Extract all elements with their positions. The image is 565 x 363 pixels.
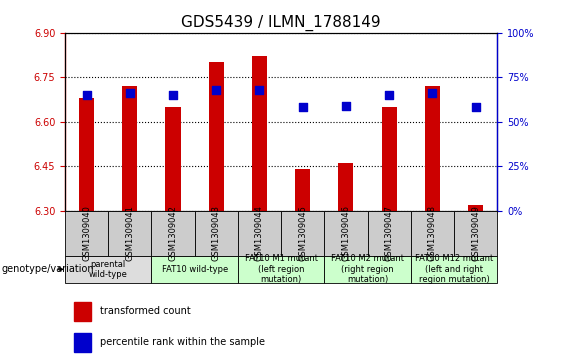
Point	[125, 90, 134, 96]
Bar	[425, 86, 440, 211]
Bar	[122, 86, 137, 211]
Text: GSM1309043: GSM1309043	[212, 205, 221, 261]
Point	[212, 87, 221, 93]
Bar	[411, 211, 454, 256]
Point	[298, 105, 307, 110]
Text: genotype/variation: genotype/variation	[1, 264, 94, 274]
Text: GSM1309047: GSM1309047	[385, 205, 394, 261]
Bar	[151, 256, 238, 283]
Point	[255, 87, 264, 93]
Bar	[79, 98, 94, 211]
Bar	[108, 211, 151, 256]
Point	[471, 105, 480, 110]
Bar	[338, 163, 354, 211]
Text: FAT10 wild-type: FAT10 wild-type	[162, 265, 228, 274]
Bar	[238, 256, 324, 283]
Text: transformed count: transformed count	[99, 306, 190, 316]
Text: parental
wild-type: parental wild-type	[89, 260, 128, 279]
Text: GSM1309048: GSM1309048	[428, 205, 437, 261]
Bar	[454, 211, 497, 256]
Bar	[194, 211, 238, 256]
Bar	[65, 211, 108, 256]
Bar	[367, 211, 411, 256]
Bar	[324, 256, 411, 283]
Point	[385, 92, 394, 98]
Text: GSM1309040: GSM1309040	[82, 205, 91, 261]
Point	[341, 103, 350, 109]
Bar	[381, 107, 397, 211]
Text: GSM1309044: GSM1309044	[255, 205, 264, 261]
Bar	[151, 211, 194, 256]
Text: FAT10 M2 mutant
(right region
mutation): FAT10 M2 mutant (right region mutation)	[331, 254, 404, 284]
Text: GSM1309046: GSM1309046	[341, 205, 350, 261]
Bar	[281, 211, 324, 256]
Bar	[208, 62, 224, 211]
Text: GSM1309042: GSM1309042	[168, 205, 177, 261]
Bar	[65, 256, 151, 283]
Bar	[252, 56, 267, 211]
Point	[168, 92, 177, 98]
Point	[82, 92, 91, 98]
Bar	[411, 256, 497, 283]
Bar	[468, 205, 483, 211]
Title: GDS5439 / ILMN_1788149: GDS5439 / ILMN_1788149	[181, 15, 381, 31]
Text: GSM1309041: GSM1309041	[125, 205, 134, 261]
Bar	[73, 302, 91, 321]
Bar	[295, 169, 310, 211]
Bar	[166, 107, 181, 211]
Bar	[73, 333, 91, 351]
Text: FAT10 M12 mutant
(left and right
region mutation): FAT10 M12 mutant (left and right region …	[415, 254, 493, 284]
Text: percentile rank within the sample: percentile rank within the sample	[99, 337, 264, 347]
Text: GSM1309049: GSM1309049	[471, 205, 480, 261]
Text: GSM1309045: GSM1309045	[298, 205, 307, 261]
Bar	[238, 211, 281, 256]
Text: FAT10 M1 mutant
(left region
mutation): FAT10 M1 mutant (left region mutation)	[245, 254, 318, 284]
Point	[428, 90, 437, 96]
Bar	[324, 211, 368, 256]
